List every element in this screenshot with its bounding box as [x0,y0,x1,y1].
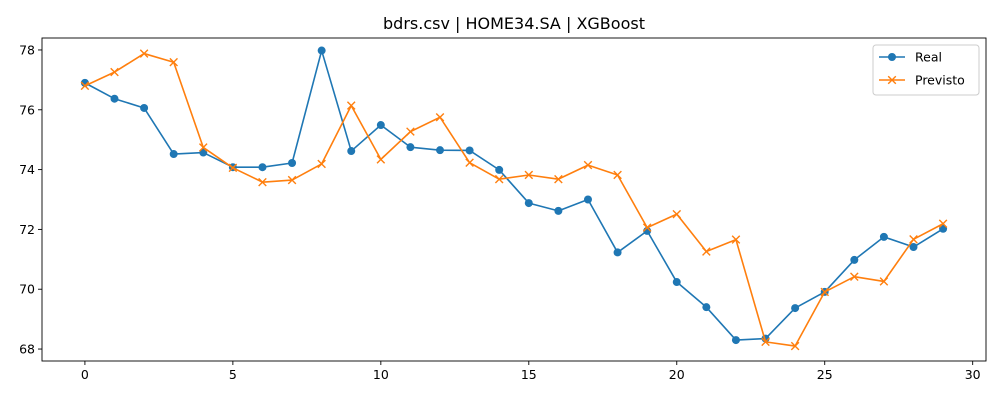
axes-frame [41,37,987,362]
series-line-previsto [84,52,944,347]
point-previsto-0 [80,81,90,91]
y-tick-label-4: 76 [19,102,35,117]
point-real-24 [791,304,800,313]
point-real-27 [879,232,888,241]
point-previsto-24 [790,341,800,351]
point-previsto-17 [583,160,593,170]
point-previsto-5 [228,163,238,173]
point-previsto-28 [909,234,918,244]
point-real-17 [583,195,592,204]
axes: 0 5 10 15 20 25 30 68 70 72 74 76 78 [19,37,987,382]
point-previsto-18 [613,170,622,180]
x-tick-label-1: 5 [229,367,237,382]
legend-entry-previsto: Previsto [879,73,965,88]
point-real-28 [909,243,918,252]
point-previsto-13 [465,158,474,168]
point-previsto-11 [406,127,415,136]
point-real-12 [436,146,445,155]
x-tick-label-6: 30 [965,367,981,382]
point-previsto-14 [494,174,504,184]
point-previsto-4 [198,143,208,152]
point-real-10 [376,121,385,130]
y-tick-label-3: 74 [19,162,35,177]
point-previsto-12 [435,112,445,122]
point-real-1 [110,94,119,103]
point-real-6 [258,163,267,172]
legend-marker [887,75,897,85]
y-tick-label-1: 70 [19,282,35,297]
point-real-4 [199,148,208,157]
y-tick-label-0: 68 [19,342,35,357]
point-real-16 [554,206,563,215]
point-previsto-9 [346,101,356,110]
point-real-29 [939,224,948,233]
point-real-14 [495,165,504,174]
point-previsto-10 [376,155,386,164]
point-previsto-29 [938,219,948,229]
point-previsto-2 [139,49,149,58]
point-previsto-19 [642,223,652,232]
point-previsto-3 [169,57,178,67]
point-real-20 [672,278,681,287]
y-tick-label-5: 78 [19,42,35,57]
legend-label-previsto: Previsto [915,73,965,88]
y-tick-label-2: 72 [19,222,35,237]
point-real-18 [613,248,622,257]
plot-area [80,46,948,351]
x-tick-label-3: 15 [521,367,537,382]
point-real-2 [140,103,149,112]
legend-entry-real: Real [879,50,942,65]
point-real-3 [169,150,178,159]
x-tick-label-4: 20 [669,367,685,382]
point-previsto-7 [287,175,297,185]
point-previsto-15 [524,170,534,180]
legend-label-real: Real [915,50,942,65]
point-previsto-22 [731,235,741,244]
point-previsto-8 [317,159,326,169]
point-previsto-27 [879,277,889,286]
point-previsto-21 [702,247,711,256]
point-real-26 [850,255,859,264]
point-real-21 [702,303,711,312]
point-real-22 [731,336,740,345]
point-real-13 [465,146,474,155]
point-real-11 [406,143,415,152]
point-real-15 [524,199,533,208]
point-previsto-1 [110,67,119,77]
series-line-real [84,49,944,341]
point-previsto-20 [672,209,682,219]
point-real-8 [317,46,326,55]
point-real-9 [347,147,356,156]
point-previsto-25 [820,287,830,297]
legend: Real Previsto [872,44,980,96]
point-previsto-26 [850,272,859,281]
point-real-7 [288,159,297,168]
x-tick-label-5: 25 [817,367,833,382]
point-previsto-16 [554,174,563,184]
x-tick-label-2: 10 [373,367,389,382]
point-previsto-23 [761,337,770,347]
chart-title: bdrs.csv | HOME34.SA | XGBoost [383,14,645,33]
x-tick-label-0: 0 [81,367,89,382]
legend-marker [888,53,896,61]
point-previsto-6 [258,177,267,187]
